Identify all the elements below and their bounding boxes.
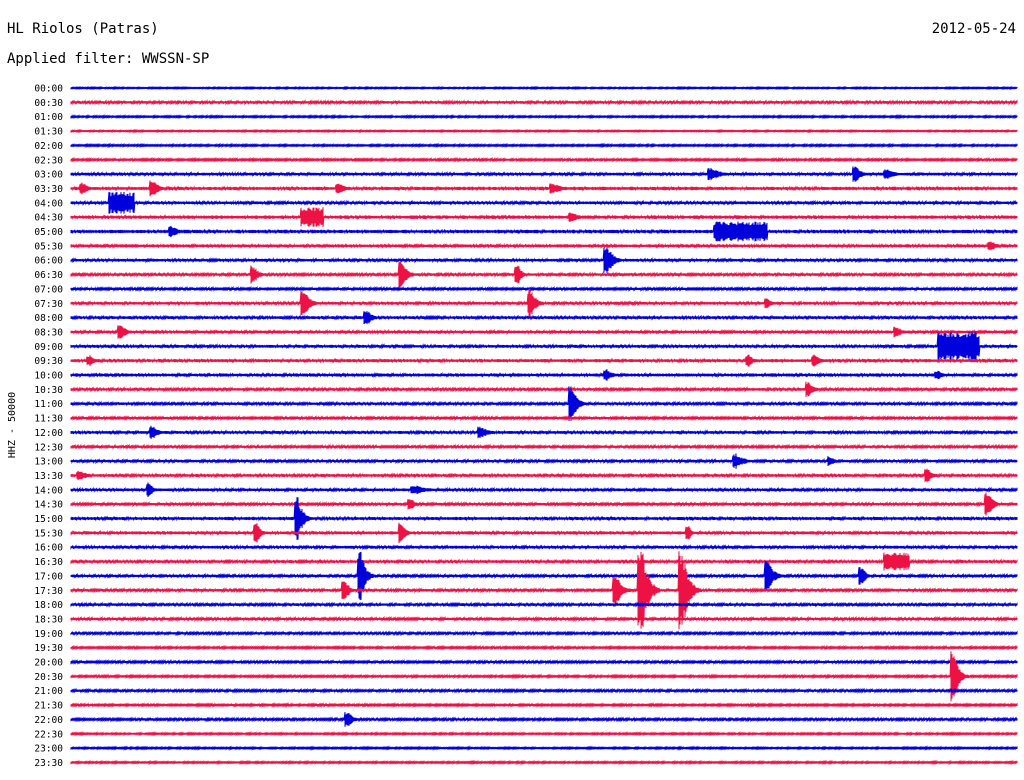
time-tick-label: 18:30 <box>34 614 63 625</box>
time-tick-label: 09:30 <box>34 356 63 367</box>
time-tick-label: 23:30 <box>34 758 63 769</box>
time-tick-label: 04:30 <box>34 213 63 224</box>
time-tick-label: 15:30 <box>34 528 63 539</box>
time-tick-label: 19:30 <box>34 643 63 654</box>
time-tick-label: 08:00 <box>34 313 63 324</box>
time-tick-label: 21:30 <box>34 701 63 712</box>
time-tick-label: 01:30 <box>34 127 63 138</box>
time-tick-label: 02:30 <box>34 155 63 166</box>
time-tick-label: 21:00 <box>34 686 63 697</box>
time-tick-label: 07:30 <box>34 299 63 310</box>
time-tick-label: 11:00 <box>34 399 63 410</box>
time-tick-label: 05:00 <box>34 227 63 238</box>
time-tick-label: 00:30 <box>34 98 63 109</box>
time-tick-label: 22:30 <box>34 729 63 740</box>
time-tick-label: 18:00 <box>34 600 63 611</box>
time-tick-label: 20:30 <box>34 672 63 683</box>
time-tick-label: 20:00 <box>34 658 63 669</box>
time-tick-label: 01:00 <box>34 112 63 123</box>
time-tick-label: 10:30 <box>34 385 63 396</box>
time-tick-label: 06:30 <box>34 270 63 281</box>
seismic-traces <box>70 85 1018 766</box>
time-tick-label: 14:30 <box>34 500 63 511</box>
time-tick-label: 03:30 <box>34 184 63 195</box>
time-tick-label: 13:00 <box>34 457 63 468</box>
time-tick-label: 19:00 <box>34 629 63 640</box>
time-tick-label: 23:00 <box>34 744 63 755</box>
time-tick-label: 12:00 <box>34 428 63 439</box>
time-tick-label: 22:00 <box>34 715 63 726</box>
time-tick-label: 04:00 <box>34 198 63 209</box>
trace-date: 2012-05-24 <box>931 21 1016 37</box>
time-tick-label: 14:00 <box>34 485 63 496</box>
time-tick-label: 03:00 <box>34 170 63 181</box>
time-tick-label: 17:00 <box>34 571 63 582</box>
time-tick-label: 02:00 <box>34 141 63 152</box>
channel-label: HHZ - 50000 <box>7 392 18 458</box>
time-tick-label: 11:30 <box>34 414 63 425</box>
station-title: HL Riolos (Patras) <box>7 21 159 37</box>
time-tick-label: 17:30 <box>34 586 63 597</box>
filter-label: Applied filter: WWSSN-SP <box>7 51 210 67</box>
time-tick-label: 10:00 <box>34 371 63 382</box>
time-tick-label: 08:30 <box>34 327 63 338</box>
time-tick-label: 15:00 <box>34 514 63 525</box>
time-tick-label: 12:30 <box>34 442 63 453</box>
time-tick-labels: 00:00 00:30 01:00 01:30 02:00 02:30 03:00 03:30… <box>34 84 63 769</box>
time-tick-label: 05:30 <box>34 241 63 252</box>
time-tick-label: 16:00 <box>34 543 63 554</box>
time-tick-label: 13:30 <box>34 471 63 482</box>
time-tick-label: 06:00 <box>34 256 63 267</box>
time-tick-label: 09:00 <box>34 342 63 353</box>
time-tick-label: 16:30 <box>34 557 63 568</box>
time-tick-label: 00:00 <box>34 84 63 95</box>
time-tick-label: 07:00 <box>34 284 63 295</box>
